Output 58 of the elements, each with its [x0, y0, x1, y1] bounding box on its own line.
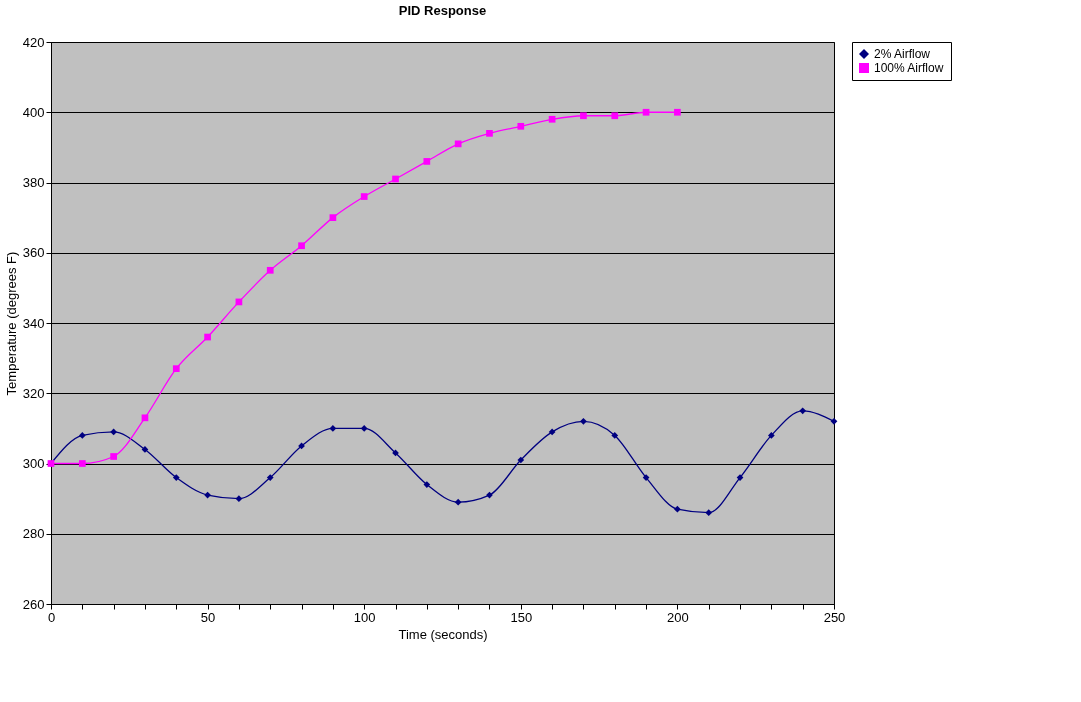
- y-tick-label: 420: [22, 34, 45, 50]
- point: [266, 266, 274, 274]
- point: [235, 495, 243, 502]
- y-tick-label: 380: [22, 175, 45, 190]
- x-tick-label: 50: [200, 609, 216, 625]
- x-tick-label: 150: [510, 609, 533, 625]
- point: [705, 509, 713, 517]
- legend-label: 2% Airflow: [874, 47, 931, 61]
- point: [548, 115, 556, 123]
- point: [799, 407, 807, 415]
- point: [298, 242, 305, 250]
- y-tick-label: 320: [22, 385, 45, 401]
- point: [423, 481, 431, 488]
- point: [548, 428, 556, 436]
- point: [674, 108, 681, 116]
- point: [141, 414, 149, 422]
- point: [110, 453, 117, 460]
- point: [580, 112, 587, 120]
- x-tick-label: 100: [353, 609, 376, 625]
- point: [580, 418, 587, 425]
- y-tick-label: 280: [22, 526, 45, 542]
- point: [423, 158, 431, 165]
- point: [360, 193, 368, 200]
- point: [454, 498, 462, 506]
- point: [611, 112, 619, 120]
- point: [768, 432, 775, 439]
- point: [78, 432, 86, 439]
- point: [454, 140, 462, 148]
- point: [830, 418, 838, 425]
- point: [517, 122, 525, 130]
- point: [204, 333, 211, 341]
- point: [172, 365, 180, 373]
- point: [517, 456, 525, 464]
- point: [329, 425, 337, 432]
- point: [204, 491, 211, 499]
- point: [110, 428, 117, 436]
- x-axis-title: Time (seconds): [398, 626, 488, 642]
- legend-label: 100% Airflow: [874, 61, 944, 75]
- point: [329, 214, 337, 221]
- point: [674, 505, 681, 513]
- point: [172, 474, 180, 481]
- point: [611, 432, 619, 439]
- y-axis-title: Temperature (degrees F): [3, 251, 19, 396]
- y-tick-label: 300: [22, 456, 45, 471]
- point: [486, 129, 493, 137]
- x-tick-label: 200: [667, 609, 689, 625]
- y-tick-label: 260: [22, 596, 45, 612]
- point: [266, 474, 274, 481]
- y-tick-label: 340: [22, 315, 45, 331]
- x-tick-label: 250: [823, 609, 846, 625]
- y-tick-label: 400: [22, 104, 45, 120]
- point: [78, 460, 86, 467]
- chart-title: PID Response: [398, 3, 487, 18]
- point: [392, 175, 399, 183]
- point: [360, 425, 368, 432]
- y-tick-label: 360: [22, 245, 45, 261]
- point: [642, 108, 650, 116]
- x-tick-label: 0: [47, 609, 56, 625]
